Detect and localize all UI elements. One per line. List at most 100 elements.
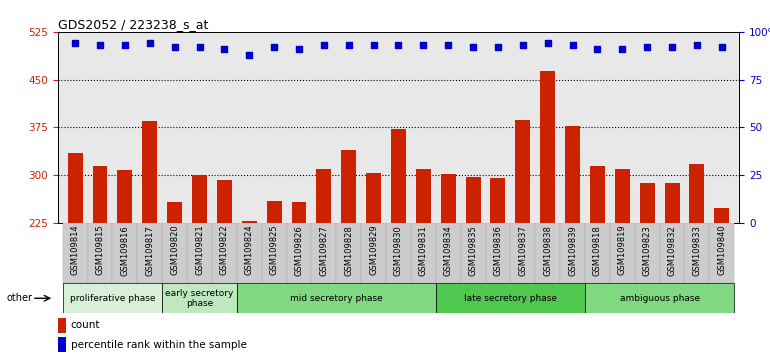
Bar bbox=[460, 223, 486, 283]
Bar bbox=[511, 223, 535, 283]
Point bbox=[119, 42, 131, 48]
Point bbox=[318, 42, 330, 48]
Text: late secretory phase: late secretory phase bbox=[464, 294, 557, 303]
Point bbox=[293, 46, 305, 52]
Bar bbox=[665, 183, 679, 354]
Bar bbox=[137, 223, 162, 283]
Bar bbox=[187, 223, 212, 283]
Bar bbox=[486, 223, 511, 283]
Text: proliferative phase: proliferative phase bbox=[70, 294, 156, 303]
Bar bbox=[292, 202, 306, 354]
Bar bbox=[92, 166, 108, 354]
Bar bbox=[62, 223, 88, 283]
Bar bbox=[685, 223, 709, 283]
Bar bbox=[62, 283, 162, 313]
Point bbox=[243, 52, 256, 58]
Bar bbox=[715, 209, 729, 354]
Bar bbox=[316, 169, 331, 354]
Bar bbox=[217, 180, 232, 354]
Bar bbox=[615, 169, 630, 354]
Point bbox=[641, 44, 653, 50]
Bar bbox=[610, 223, 634, 283]
Text: GSM109823: GSM109823 bbox=[643, 225, 651, 275]
Text: GSM109817: GSM109817 bbox=[146, 225, 154, 275]
Text: GSM109834: GSM109834 bbox=[444, 225, 453, 275]
Text: GSM109822: GSM109822 bbox=[220, 225, 229, 275]
Bar bbox=[436, 223, 460, 283]
Bar bbox=[167, 202, 182, 354]
Bar bbox=[515, 120, 531, 354]
Bar bbox=[367, 173, 381, 354]
Text: GSM109819: GSM109819 bbox=[618, 225, 627, 275]
Bar bbox=[266, 201, 282, 354]
Bar bbox=[142, 121, 157, 354]
Bar bbox=[416, 169, 430, 354]
Text: GSM109826: GSM109826 bbox=[294, 225, 303, 275]
Text: GSM109818: GSM109818 bbox=[593, 225, 602, 275]
Bar bbox=[541, 72, 555, 354]
Bar bbox=[58, 337, 66, 352]
Text: GSM109814: GSM109814 bbox=[71, 225, 79, 275]
Bar bbox=[118, 170, 132, 354]
Text: GSM109829: GSM109829 bbox=[369, 225, 378, 275]
Bar bbox=[336, 223, 361, 283]
Bar bbox=[162, 223, 187, 283]
Point bbox=[567, 42, 579, 48]
Text: GSM109827: GSM109827 bbox=[320, 225, 328, 275]
Bar bbox=[411, 223, 436, 283]
Point bbox=[94, 42, 106, 48]
Bar bbox=[560, 223, 585, 283]
Bar bbox=[341, 150, 357, 354]
Text: GSM109830: GSM109830 bbox=[394, 225, 403, 275]
Point bbox=[691, 42, 703, 48]
Text: count: count bbox=[71, 320, 100, 330]
Point bbox=[467, 44, 479, 50]
Text: GSM109821: GSM109821 bbox=[195, 225, 204, 275]
Bar bbox=[242, 221, 256, 354]
Bar bbox=[286, 223, 311, 283]
Text: GSM109840: GSM109840 bbox=[718, 225, 726, 275]
Bar bbox=[386, 223, 411, 283]
Text: GSM109837: GSM109837 bbox=[518, 225, 527, 276]
Point bbox=[715, 44, 728, 50]
Text: GSM109835: GSM109835 bbox=[469, 225, 477, 275]
Bar bbox=[466, 177, 480, 354]
Text: mid secretory phase: mid secretory phase bbox=[290, 294, 383, 303]
Point bbox=[193, 44, 206, 50]
Bar bbox=[640, 183, 654, 354]
Bar bbox=[660, 223, 685, 283]
Bar bbox=[237, 223, 262, 283]
Text: GSM109833: GSM109833 bbox=[692, 225, 701, 276]
Bar bbox=[58, 318, 66, 333]
Text: GSM109825: GSM109825 bbox=[270, 225, 279, 275]
Bar bbox=[262, 223, 286, 283]
Text: percentile rank within the sample: percentile rank within the sample bbox=[71, 339, 246, 350]
Bar bbox=[192, 175, 207, 354]
Point bbox=[492, 44, 504, 50]
Text: GSM109832: GSM109832 bbox=[668, 225, 677, 275]
Point bbox=[268, 44, 280, 50]
Bar bbox=[311, 223, 336, 283]
Bar bbox=[689, 164, 705, 354]
Text: GSM109831: GSM109831 bbox=[419, 225, 428, 275]
Point bbox=[69, 40, 82, 46]
Text: other: other bbox=[6, 293, 32, 303]
Text: GSM109838: GSM109838 bbox=[543, 225, 552, 276]
Point bbox=[517, 42, 529, 48]
Text: GSM109839: GSM109839 bbox=[568, 225, 577, 275]
Bar bbox=[535, 223, 560, 283]
Bar bbox=[112, 223, 137, 283]
Point bbox=[343, 42, 355, 48]
Point bbox=[169, 44, 181, 50]
Bar bbox=[585, 223, 610, 283]
Point bbox=[367, 42, 380, 48]
Text: GSM109828: GSM109828 bbox=[344, 225, 353, 275]
Point bbox=[218, 46, 230, 52]
Bar bbox=[490, 178, 505, 354]
Bar bbox=[565, 126, 580, 354]
Bar bbox=[212, 223, 237, 283]
Bar bbox=[440, 174, 456, 354]
Bar bbox=[391, 129, 406, 354]
Bar bbox=[361, 223, 386, 283]
Bar bbox=[634, 223, 660, 283]
